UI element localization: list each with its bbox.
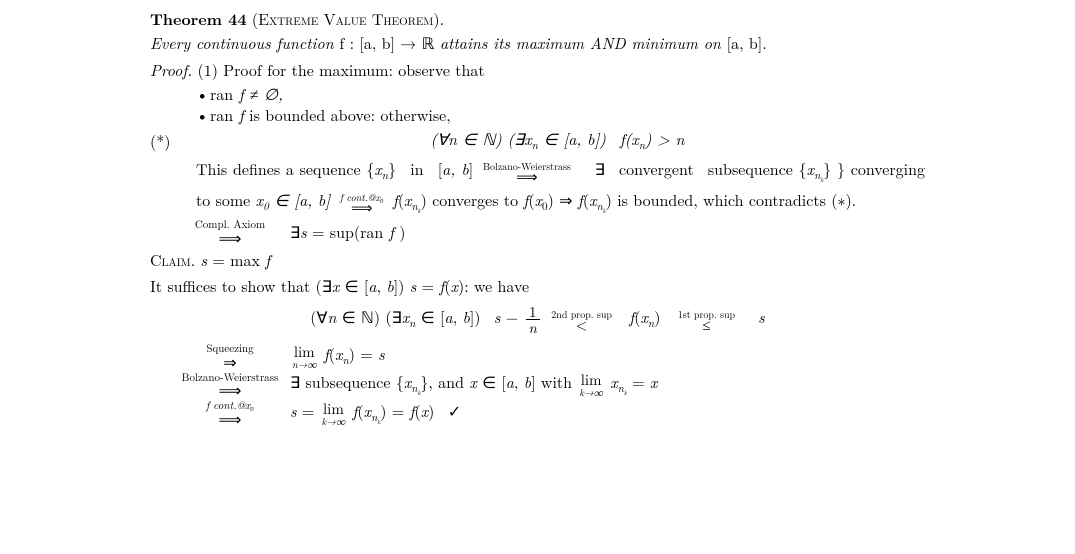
bullet-item-2: • ran f is bounded above: otherwise, [196,104,925,126]
frac-1-over-n: 1n [526,304,540,335]
stmt-math: f : [a, b] → ℝ [339,31,434,54]
bw2-body: ∃ subsequence {xnk}, and x ∈ [a, b] with… [290,371,925,398]
bullet-2-text: ran f is bounded above: otherwise, [210,104,451,126]
arrow-compl: Compl. Axiom ⟹ [170,219,290,245]
lim-k: limk→∞ [579,372,603,397]
pf: ∃ convergent subsequence [581,157,799,180]
compl-body: ∃s = sup(ran f ) [290,221,925,243]
den: n [526,320,540,335]
ran2: ran [210,103,233,126]
pb: xn [374,157,388,180]
cont2-body: s = limk→∞ f(xnk) = f(x) ✓ [290,400,925,427]
eq-star-body: (∀n ∈ ℕ) (∃xn ∈ [a, b]) f(xn) > n [190,128,925,153]
stmt-pre: Every continuous function [150,31,339,54]
ran2rest: is bounded above: otherwise, [244,103,451,126]
proof-line-1-text: (1) Proof for the maximum: observe that [192,58,484,81]
bullet-item-1: • ran f ≠ ∅, [196,83,925,105]
claim-label: Claim. [150,248,195,271]
pg: {xnk} [799,157,832,180]
arrow-cont-inline: f cont.@x₀⟹ [340,192,384,214]
claim-body: s = max f [201,248,271,271]
equation-sup: (∀n ∈ ℕ) (∃xn ∈ [a, b]) s − 1n 2nd prop.… [150,304,925,335]
ran1b: f ≠ ∅, [233,82,283,105]
arrow-bolzano: Bolzano-Weierstrass ⟹ [170,372,290,398]
eq-sup-body: (∀n ∈ ℕ) (∃xn ∈ [a, b]) s − 1n 2nd prop.… [150,304,925,335]
claim-line: Claim. s = max f [150,249,925,271]
pe: ] [469,157,479,180]
rel-1st-sup: 1st prop. sup≤ [678,309,735,331]
para-sequence: This defines a sequence {xn} in [a, b] B… [196,155,925,217]
ran1: ran [210,82,233,105]
suffices-line: It suffices to show that (∃x ∈ [a, b]) s… [150,275,925,297]
limsub2: k→∞ [579,387,603,397]
theorem-header: Theorem 44 (Extreme Value Theorem). [150,8,925,30]
bw2-arrow-icon: ⟹ [170,383,290,397]
eq2end: s [752,305,764,328]
sq-arrow-icon: ⇒ [170,355,290,369]
arrow-bw-inline: Bolzano-Weierstrass⟹ [483,161,571,183]
step-continuity: f cont.@x₀ ⟹ s = limk→∞ f(xnk) = f(x) ✓ [170,400,925,427]
step-bolzano: Bolzano-Weierstrass ⟹ ∃ subsequence {xnk… [170,371,925,398]
arrow-cont2: f cont.@x₀ ⟹ [170,400,290,426]
stmt-tail: [a, b]. [727,31,767,54]
theorem-label: Theorem 44 [150,7,247,30]
bullet-icon: • [196,104,210,126]
proof-label: Proof. [150,58,192,81]
pa: This defines a sequence { [196,157,374,180]
bullet-1-text: ran f ≠ ∅, [210,83,283,105]
limsub: n→∞ [292,359,317,369]
theorem-statement: Every continuous function f : [a, b] → ℝ… [150,32,925,54]
pk: converges to f(x0) ⇒ f(xnk) is [432,188,628,211]
lim-k2: limk→∞ [322,401,346,426]
pl: bounded, which contradicts (∗). [633,188,856,211]
stmt-post: attains its maximum AND minimum on [434,31,726,54]
theorem-name: Extreme Value Theorem [258,7,433,30]
limsub3: k→∞ [322,416,346,426]
pj: f(xnk) [393,188,427,211]
compl-arrow-icon: ⟹ [170,231,290,245]
bullet-list: • ran f ≠ ∅, • ran f is bounded above: o… [196,83,925,126]
pc: } in [ [388,157,442,180]
sq-body: limn→∞ f(xn) = s [290,343,925,369]
equation-star: (*) (∀n ∈ ℕ) (∃xn ∈ [a, b]) f(xn) > n [150,128,925,153]
paren-close: ). [433,7,444,30]
step-completeness: Compl. Axiom ⟹ ∃s = sup(ran f ) [170,219,925,245]
ran2f: f [233,103,244,126]
rel-2nd-sup: 2nd prop. sup< [551,309,612,331]
arrow-squeeze: Squeezing ⇒ [170,343,290,369]
pd: a, b [442,157,469,180]
eq-tag: (*) [150,130,190,152]
lim-n: limn→∞ [292,344,317,369]
proof-line-1: Proof. (1) Proof for the maximum: observ… [150,59,925,81]
pi: x0 ∈ [a, b] [256,188,336,211]
cont2-arrow-icon: ⟹ [170,412,290,426]
suffices-text: It suffices to show that (∃x ∈ [a, b]) s… [150,274,529,297]
page: Theorem 44 (Extreme Value Theorem). Ever… [0,0,1075,427]
step-squeezing: Squeezing ⇒ limn→∞ f(xn) = s [170,343,925,369]
bullet-icon: • [196,83,210,105]
